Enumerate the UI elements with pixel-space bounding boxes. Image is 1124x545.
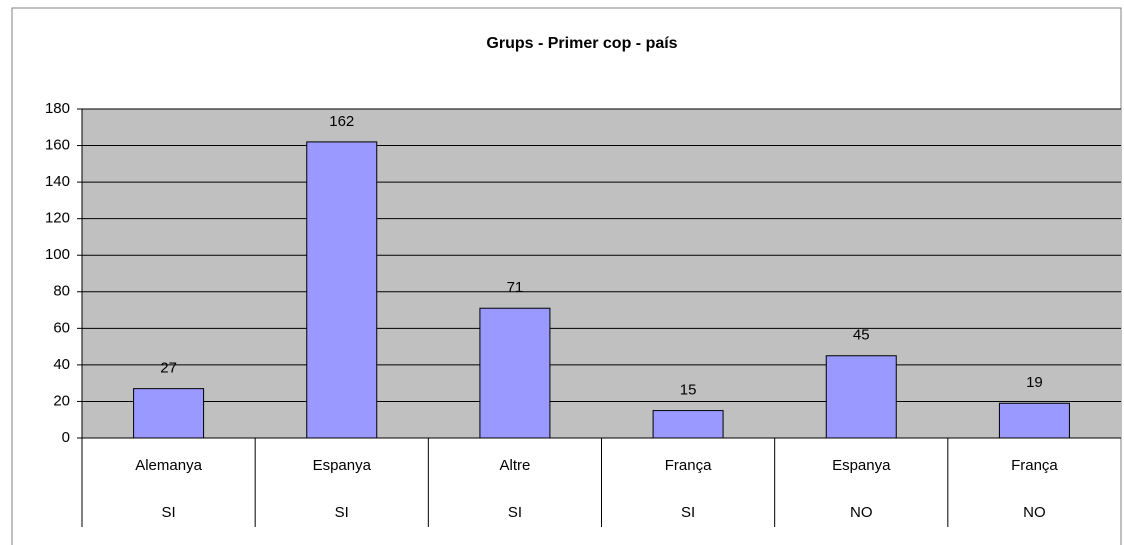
group-label: SI (161, 504, 175, 521)
x-tick-label: Espanya (832, 457, 891, 474)
bar (306, 141, 378, 439)
x-tick-label: Altre (499, 457, 530, 474)
value-label: 15 (680, 382, 697, 399)
group-label: SI (508, 504, 522, 521)
bar (998, 402, 1070, 439)
value-label: 162 (329, 113, 354, 130)
y-tick-label: 0 (62, 429, 70, 446)
x-tick-label: Espanya (313, 457, 372, 474)
y-tick-label: 40 (53, 356, 70, 373)
x-tick-label: Alemanya (135, 457, 202, 474)
chart-title: Grups - Primer cop - país (486, 35, 677, 52)
bar (652, 410, 724, 439)
bar (133, 388, 205, 439)
y-tick-label: 180 (45, 100, 70, 117)
value-label: 71 (507, 279, 524, 296)
y-tick-label: 140 (45, 173, 70, 190)
y-tick-label: 80 (53, 283, 70, 300)
group-label: NO (850, 504, 873, 521)
value-label: 19 (1026, 374, 1043, 391)
y-tick-label: 120 (45, 210, 70, 227)
bar (479, 307, 551, 439)
y-tick-label: 20 (53, 392, 70, 409)
group-label: SI (681, 504, 695, 521)
x-tick-label: França (665, 457, 712, 474)
y-tick-label: 60 (53, 319, 70, 336)
plot-area (82, 109, 1121, 438)
group-label: SI (335, 504, 349, 521)
value-label: 27 (160, 360, 177, 377)
x-tick-label: França (1011, 457, 1058, 474)
bar (825, 355, 897, 439)
y-tick-label: 100 (45, 246, 70, 263)
value-label: 45 (853, 327, 870, 344)
group-label: NO (1023, 504, 1046, 521)
y-tick-label: 160 (45, 137, 70, 154)
